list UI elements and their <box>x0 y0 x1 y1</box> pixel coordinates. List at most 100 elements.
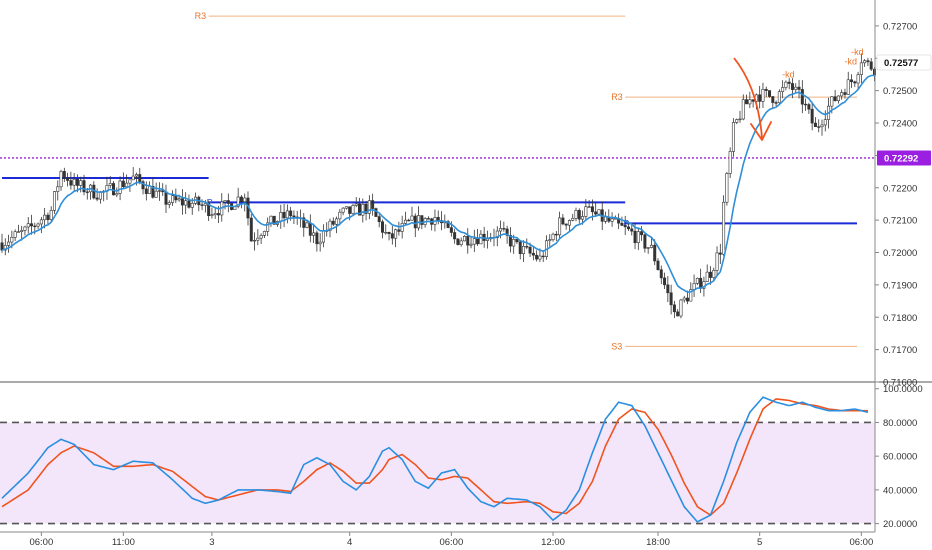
candle-body <box>331 220 335 225</box>
candle-body <box>574 210 578 219</box>
candle-body <box>784 81 788 88</box>
candle-body <box>630 228 634 232</box>
candle-body <box>866 60 870 63</box>
candle-body <box>479 233 483 245</box>
candle-body <box>138 174 142 182</box>
candle-body <box>597 209 601 215</box>
candle-body <box>505 228 509 236</box>
candle-body <box>289 210 293 217</box>
candle-body <box>640 231 644 236</box>
last-price-tag-text: 0.72577 <box>884 58 918 69</box>
time-tick-label: 3 <box>209 537 214 548</box>
candle-body <box>216 213 220 216</box>
stochastic-axis[interactable]: 100.0000 80.0000 60.0000 40.0000 20.0000 <box>875 384 923 530</box>
candle-body <box>633 230 637 244</box>
candle-body <box>823 119 827 126</box>
candle-body <box>321 230 325 243</box>
candle-body <box>738 118 742 121</box>
candle-body <box>561 217 565 225</box>
candle-body <box>46 214 50 220</box>
candle-body <box>712 270 716 278</box>
candle-body <box>167 202 171 205</box>
candle-body <box>52 191 56 211</box>
stochastic-tick-label: 80.0000 <box>883 418 917 429</box>
kd-label: -kd <box>782 70 795 80</box>
candle-body <box>338 211 342 220</box>
candle-body <box>256 237 260 241</box>
candle-body <box>164 191 168 205</box>
candle-body <box>462 236 466 242</box>
candle-body <box>394 229 398 239</box>
candle-body <box>682 297 686 301</box>
candle-body <box>859 62 863 75</box>
candle-body <box>62 171 66 179</box>
candle-body <box>817 126 821 128</box>
candle-body <box>377 216 381 223</box>
candle-body <box>794 86 798 90</box>
kd-annotations: -kd-kd-kd <box>782 47 863 80</box>
candle-body <box>223 200 227 203</box>
candle-body <box>66 177 70 181</box>
candle-body <box>190 203 194 208</box>
candle-body <box>535 254 539 260</box>
candle-body <box>249 217 253 242</box>
candle-body <box>397 229 401 232</box>
candle-body <box>554 233 558 236</box>
candle-body <box>626 226 630 230</box>
time-tick-label: 4 <box>347 537 352 548</box>
moving-average-line <box>1 74 875 294</box>
candle-body <box>699 277 703 289</box>
candle-body <box>679 299 683 317</box>
candle-body <box>804 103 808 106</box>
candle-body <box>200 204 204 206</box>
candle-body <box>210 214 214 217</box>
candle-body <box>495 230 499 239</box>
candle-body <box>407 219 411 222</box>
candle-body <box>157 190 161 192</box>
candle-body <box>761 88 765 102</box>
kd-label: -kd <box>851 47 864 57</box>
candle-body <box>512 238 516 247</box>
candle-body <box>741 99 745 120</box>
candle-body <box>354 203 358 206</box>
candle-body <box>328 220 332 231</box>
arrow-head <box>750 121 772 141</box>
pivot-label: R3 <box>611 92 623 102</box>
candle-body <box>75 178 79 186</box>
candle-body <box>722 201 726 255</box>
candle-body <box>869 61 873 70</box>
candle-body <box>666 284 670 294</box>
candle-body <box>39 219 43 225</box>
candle-body <box>646 247 650 249</box>
candle-body <box>518 241 522 255</box>
candle-body <box>502 228 506 230</box>
candle-body <box>108 183 112 186</box>
candle-body <box>148 185 152 194</box>
candle-body <box>787 81 791 84</box>
candle-body <box>253 239 257 242</box>
candle-body <box>728 151 732 174</box>
candle-body <box>800 89 804 105</box>
candle-body <box>863 60 867 64</box>
candle-body <box>384 231 388 234</box>
candle-body <box>335 218 339 225</box>
candle-body <box>10 237 14 243</box>
price-tick-label: 0.72700 <box>883 21 917 32</box>
candle-body <box>20 230 24 232</box>
candle-body <box>23 226 27 231</box>
candle-body <box>49 209 53 220</box>
candle-body <box>777 91 781 103</box>
candle-body <box>374 208 378 217</box>
candle-body <box>436 217 440 221</box>
candle-body <box>79 180 83 186</box>
candle-body <box>731 122 735 152</box>
candle-body <box>128 179 132 184</box>
price-tick-label: 0.71900 <box>883 280 917 291</box>
candle-body <box>226 200 230 204</box>
candle-body <box>656 260 660 271</box>
candle-body <box>341 207 345 213</box>
stochastic-tick-label: 20.0000 <box>883 519 917 530</box>
price-tick-label: 0.72400 <box>883 119 917 130</box>
